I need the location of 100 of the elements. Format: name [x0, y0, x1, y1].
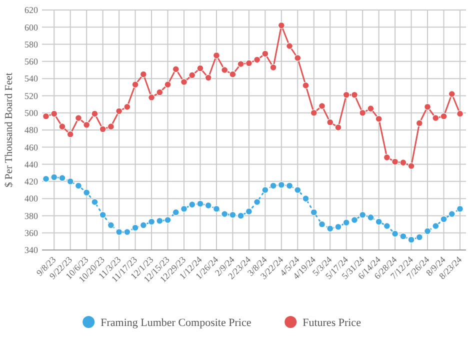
point [432, 222, 440, 230]
point [74, 182, 82, 190]
point [91, 110, 98, 118]
point [156, 88, 164, 96]
point [229, 211, 236, 218]
point [148, 218, 156, 226]
point [188, 201, 196, 208]
point [212, 205, 220, 212]
point [424, 228, 432, 235]
point [140, 70, 147, 78]
point [132, 224, 139, 232]
point [58, 123, 66, 130]
point [180, 78, 188, 86]
point [254, 56, 261, 64]
point [359, 211, 366, 218]
point [42, 175, 50, 182]
point [99, 211, 106, 218]
point [148, 94, 156, 101]
point [424, 103, 432, 110]
point [66, 130, 74, 138]
point [204, 74, 212, 82]
point [359, 109, 366, 116]
point [83, 121, 90, 128]
point [334, 124, 342, 131]
point [245, 60, 252, 67]
point [116, 228, 123, 236]
point [416, 120, 423, 127]
point [196, 200, 204, 208]
point [204, 202, 212, 209]
point [400, 159, 407, 166]
point [375, 115, 382, 122]
point [286, 42, 294, 50]
point [172, 66, 180, 73]
point [42, 112, 50, 120]
point [302, 82, 310, 89]
point [50, 174, 58, 181]
point [188, 72, 196, 79]
legend-label: Futures Price [302, 316, 362, 329]
point [107, 123, 114, 130]
point [367, 214, 374, 221]
point [286, 182, 294, 190]
point [237, 212, 244, 220]
point [310, 109, 318, 116]
point [318, 102, 326, 110]
legend-label: Framing Lumber Composite Price [100, 316, 252, 329]
y-tick-label: 380 [24, 210, 38, 221]
point [440, 112, 448, 120]
point [99, 126, 106, 133]
point [294, 54, 302, 62]
point [50, 110, 58, 118]
point [107, 222, 114, 229]
point [448, 210, 456, 218]
y-tick-label: 580 [24, 39, 38, 50]
point [91, 198, 98, 206]
point [196, 64, 204, 72]
point [116, 108, 123, 115]
point [383, 154, 390, 161]
point [74, 114, 82, 122]
point [318, 220, 326, 228]
point [440, 216, 448, 223]
point [456, 110, 464, 118]
point [262, 50, 269, 58]
y-tick-label: 460 [24, 142, 38, 152]
point [229, 70, 236, 78]
y-tick-label: 560 [24, 56, 38, 67]
point [262, 186, 269, 194]
point [156, 217, 164, 224]
point [172, 208, 180, 216]
point [448, 90, 456, 98]
point [334, 223, 342, 230]
y-tick-label: 600 [24, 22, 38, 32]
point [392, 230, 399, 238]
y-tick-label: 360 [24, 228, 38, 238]
point [180, 205, 188, 212]
point [164, 81, 172, 88]
point [270, 64, 277, 71]
point [124, 103, 131, 110]
point [221, 66, 228, 74]
point [375, 218, 382, 226]
y-tick-label: 340 [24, 245, 38, 256]
point [456, 205, 464, 212]
y-axis-title: $ Per Thousand Board Feet [4, 72, 15, 188]
point [278, 181, 285, 188]
point [58, 174, 66, 182]
y-tick-label: 420 [24, 176, 38, 187]
point [278, 22, 285, 29]
point [83, 189, 90, 196]
point [237, 60, 244, 68]
y-tick-label: 440 [24, 159, 38, 170]
point [350, 216, 358, 224]
point [392, 158, 399, 166]
point [66, 178, 74, 185]
point [432, 114, 440, 122]
point [140, 222, 147, 229]
y-tick-label: 400 [24, 194, 38, 204]
point [342, 219, 350, 226]
point [383, 222, 390, 230]
point [367, 105, 374, 112]
point [400, 232, 407, 240]
point [254, 198, 261, 206]
